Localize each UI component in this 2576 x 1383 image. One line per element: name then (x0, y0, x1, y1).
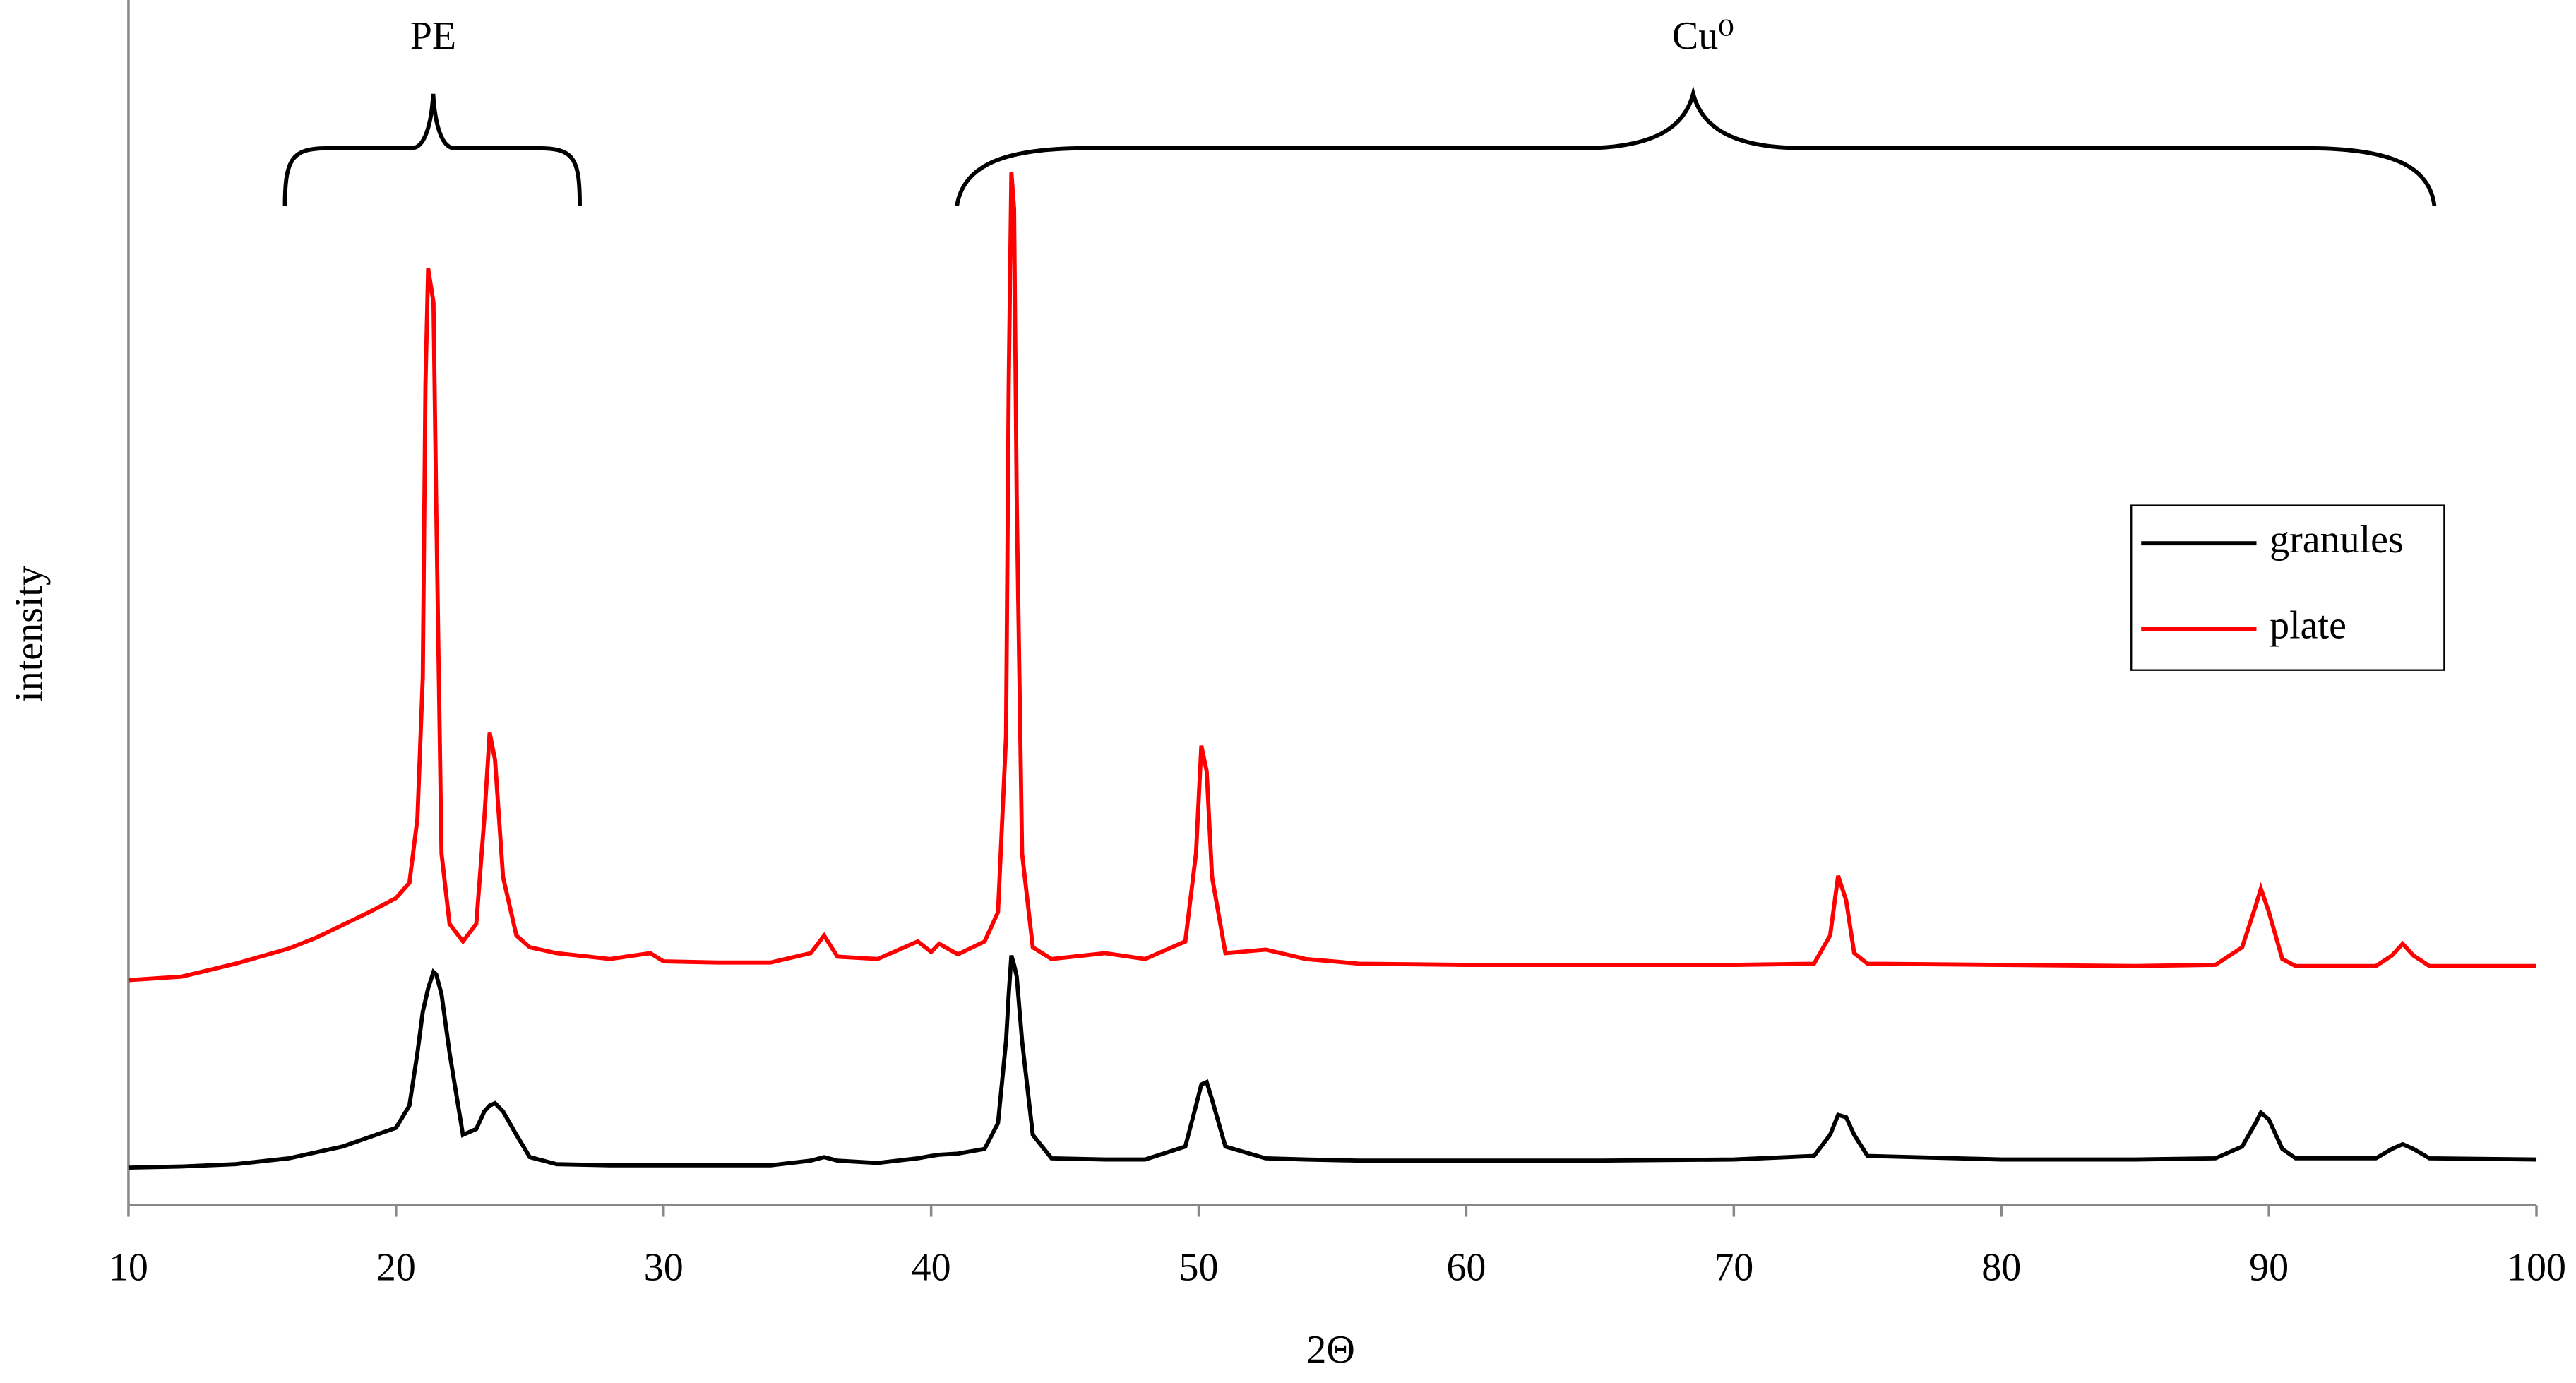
x-axis-title: 2Θ (1306, 1328, 1354, 1372)
x-tick-label: 40 (912, 1245, 951, 1289)
x-tick-label: 20 (376, 1245, 416, 1289)
legend-label: granules (2270, 518, 2404, 562)
x-tick-label: 80 (1981, 1245, 2021, 1289)
legend-box (2130, 504, 2445, 671)
x-tick-label: 70 (1714, 1245, 1753, 1289)
legend (2130, 504, 2445, 671)
pe-brace (282, 93, 582, 206)
series-line (128, 172, 2537, 983)
x-tick-label: 60 (1446, 1245, 1486, 1289)
legend-label: plate (2270, 603, 2347, 647)
y-axis-title: intensity (7, 566, 51, 702)
x-tick-label: 50 (1179, 1245, 1219, 1289)
x-tick-label: 100 (2507, 1245, 2566, 1289)
x-tick-label: 90 (2249, 1245, 2289, 1289)
series-line (128, 954, 2537, 1170)
annotation: Cu⁰ (1672, 14, 1734, 58)
x-tick-label: 10 (109, 1245, 148, 1289)
annotation: PE (410, 14, 456, 58)
x-tick-label: 30 (644, 1245, 684, 1289)
cu-brace (955, 85, 2437, 206)
